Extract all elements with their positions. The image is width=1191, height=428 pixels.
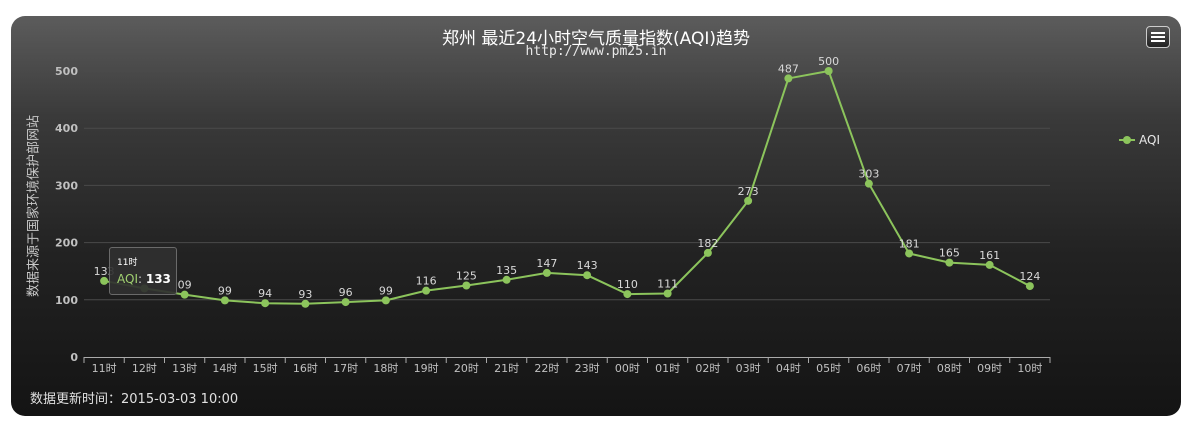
y-tick-label: 200 bbox=[55, 237, 78, 250]
data-point bbox=[542, 268, 551, 277]
data-point bbox=[583, 271, 592, 280]
data-point bbox=[905, 249, 914, 258]
tooltip-row: AQI: 133 bbox=[117, 272, 176, 286]
x-tick-label: 09时 bbox=[977, 362, 1002, 375]
x-tick-label: 23时 bbox=[575, 362, 600, 375]
data-point bbox=[422, 286, 431, 295]
x-tick-label: 13时 bbox=[172, 362, 197, 375]
data-point bbox=[985, 260, 994, 269]
legend-line-marker-icon bbox=[1119, 134, 1135, 146]
chart-subtitle: http://www.pm25.in bbox=[525, 44, 667, 59]
x-tick-label: 12时 bbox=[132, 362, 157, 375]
x-tick-label: 10时 bbox=[1017, 362, 1042, 375]
y-tick-label: 400 bbox=[55, 122, 78, 135]
data-point bbox=[864, 179, 873, 188]
x-tick-label: 05时 bbox=[816, 362, 841, 375]
x-tick-label: 14时 bbox=[212, 362, 237, 375]
x-tick-label: 17时 bbox=[333, 362, 358, 375]
data-label: 143 bbox=[577, 259, 598, 272]
data-label: 09 bbox=[178, 279, 192, 292]
data-point bbox=[703, 248, 712, 257]
menu-button[interactable] bbox=[1146, 26, 1170, 48]
data-label: 487 bbox=[778, 62, 799, 75]
data-point bbox=[341, 298, 350, 307]
tooltip-header: 11时 bbox=[117, 258, 138, 268]
y-tick-label: 0 bbox=[70, 351, 78, 364]
menu-icon-bar bbox=[1151, 36, 1165, 38]
x-tick-label: 03时 bbox=[736, 362, 761, 375]
data-label: 147 bbox=[536, 257, 557, 270]
data-point bbox=[220, 296, 229, 305]
data-point bbox=[381, 296, 390, 305]
y-tick-label: 100 bbox=[55, 294, 78, 307]
data-point bbox=[301, 299, 310, 308]
data-point bbox=[180, 290, 189, 299]
data-label: 93 bbox=[298, 288, 312, 301]
data-label: 116 bbox=[416, 275, 437, 288]
legend-label: AQI bbox=[1139, 133, 1160, 147]
x-tick-label: 02时 bbox=[695, 362, 720, 375]
data-label: 99 bbox=[379, 284, 393, 297]
series-line-aqi bbox=[103, 70, 1031, 305]
x-tick-label: 06时 bbox=[856, 362, 881, 375]
y-axis-label: 数据来源于国家环境保护部网站 bbox=[26, 114, 42, 298]
update-time: 数据更新时间：2015-03-03 10:00 bbox=[30, 392, 239, 407]
x-tick-label: 21时 bbox=[494, 362, 519, 375]
data-point bbox=[744, 196, 753, 205]
data-label: 273 bbox=[738, 185, 759, 198]
tooltip: 11时 AQI: 133 bbox=[109, 247, 177, 295]
x-tick-label: 11时 bbox=[92, 362, 117, 375]
data-point bbox=[623, 290, 632, 299]
data-label: 99 bbox=[218, 284, 232, 297]
menu-icon-bar bbox=[1151, 40, 1165, 42]
data-label: 161 bbox=[979, 249, 1000, 262]
data-point bbox=[824, 67, 833, 75]
data-point bbox=[502, 275, 511, 284]
data-label: 96 bbox=[339, 286, 353, 299]
x-tick-label: 07时 bbox=[897, 362, 922, 375]
data-label: 181 bbox=[899, 237, 920, 250]
tooltip-series-name: AQI bbox=[117, 272, 138, 286]
data-label: 165 bbox=[939, 247, 960, 260]
chart-title: 郑州 最近24小时空气质量指数(AQI)趋势 bbox=[441, 29, 751, 49]
data-point bbox=[462, 281, 471, 290]
x-tick-label: 19时 bbox=[414, 362, 439, 375]
y-tick-label: 500 bbox=[55, 65, 78, 78]
x-tick-label: 16时 bbox=[293, 362, 318, 375]
x-tick-label: 01时 bbox=[655, 362, 680, 375]
data-point bbox=[663, 289, 672, 298]
chart-panel: 0 100 200 300 400 500 11时 12时 13时 14时 15时 16时 17时 18时… bbox=[11, 16, 1181, 416]
data-label: 182 bbox=[697, 237, 718, 250]
legend-item-aqi[interactable]: AQI bbox=[1119, 132, 1160, 148]
tooltip-value: 133 bbox=[145, 272, 171, 286]
x-tick-label: 00时 bbox=[615, 362, 640, 375]
x-tick-label: 20时 bbox=[454, 362, 479, 375]
data-label: 500 bbox=[818, 55, 839, 68]
data-label: 135 bbox=[496, 264, 517, 277]
data-point bbox=[945, 258, 954, 267]
data-point bbox=[261, 299, 270, 308]
data-label: 110 bbox=[617, 278, 638, 291]
y-tick-label: 300 bbox=[55, 179, 78, 192]
data-point bbox=[784, 74, 793, 83]
data-label: 94 bbox=[258, 287, 272, 300]
aqi-line-chart: 0 100 200 300 400 500 11时 12时 13时 14时 15时 16时 17时 18时… bbox=[55, 55, 1051, 375]
tooltip-separator: : bbox=[137, 272, 143, 286]
data-label: 124 bbox=[1019, 270, 1040, 283]
x-tick-label: 18时 bbox=[373, 362, 398, 375]
data-label: 303 bbox=[858, 168, 879, 181]
menu-icon bbox=[1151, 32, 1165, 34]
x-tick-label: 15时 bbox=[253, 362, 278, 375]
data-label: 111 bbox=[657, 278, 678, 291]
x-tick-label: 22时 bbox=[534, 362, 559, 375]
data-label: 125 bbox=[456, 270, 477, 283]
x-tick-label: 08时 bbox=[937, 362, 962, 375]
data-point bbox=[100, 276, 109, 285]
x-tick-label: 04时 bbox=[776, 362, 801, 375]
data-point bbox=[1025, 282, 1034, 291]
